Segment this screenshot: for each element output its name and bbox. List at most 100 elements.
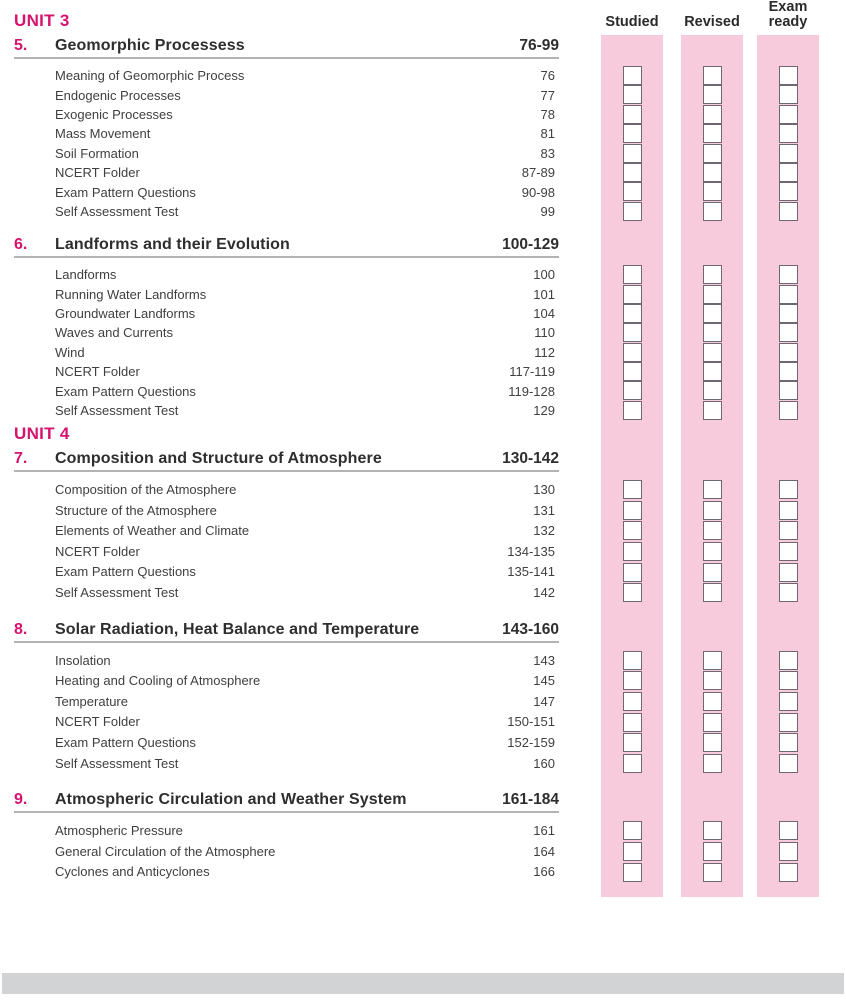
revised-checkbox[interactable] [702, 304, 722, 323]
chapter: 8. Solar Radiation, Heat Balance and Tem… [14, 621, 559, 774]
exam-ready-checkbox[interactable] [778, 501, 798, 520]
revised-checkbox[interactable] [702, 754, 722, 773]
exam-ready-checkbox[interactable] [778, 343, 798, 362]
studied-checkbox[interactable] [622, 754, 642, 773]
revised-checkbox[interactable] [702, 542, 722, 561]
studied-checkbox[interactable] [622, 501, 642, 520]
studied-checkbox[interactable] [622, 733, 642, 752]
chapter-page-range: 76-99 [519, 37, 559, 54]
revised-checkbox[interactable] [702, 480, 722, 499]
revised-checkbox[interactable] [702, 105, 722, 124]
exam-ready-checkbox[interactable] [778, 144, 798, 163]
revised-checkbox[interactable] [702, 182, 722, 201]
studied-checkbox[interactable] [622, 304, 642, 323]
revised-checkbox[interactable] [702, 381, 722, 400]
studied-checkbox[interactable] [622, 362, 642, 381]
revised-checkbox[interactable] [702, 85, 722, 104]
studied-checkbox[interactable] [622, 343, 642, 362]
revised-checkbox[interactable] [702, 343, 722, 362]
revised-checkbox[interactable] [702, 202, 722, 221]
exam-ready-checkbox[interactable] [778, 265, 798, 284]
exam-ready-checkbox[interactable] [778, 182, 798, 201]
exam-ready-checkbox[interactable] [778, 651, 798, 670]
studied-checkbox[interactable] [622, 323, 642, 342]
exam-ready-checkbox[interactable] [778, 671, 798, 690]
revised-checkbox[interactable] [702, 651, 722, 670]
exam-ready-checkbox[interactable] [778, 583, 798, 602]
revised-checkbox[interactable] [702, 842, 722, 861]
studied-checkbox[interactable] [622, 842, 642, 861]
studied-checkbox[interactable] [622, 285, 642, 304]
studied-checkbox[interactable] [622, 542, 642, 561]
studied-checkbox[interactable] [622, 124, 642, 143]
studied-checkbox[interactable] [622, 692, 642, 711]
exam-ready-checkbox[interactable] [778, 66, 798, 85]
exam-ready-checkbox[interactable] [778, 124, 798, 143]
revised-checkbox[interactable] [702, 692, 722, 711]
studied-checkbox[interactable] [622, 651, 642, 670]
studied-checkbox[interactable] [622, 671, 642, 690]
revised-checkbox[interactable] [702, 401, 722, 420]
revised-checkbox[interactable] [702, 713, 722, 732]
exam-ready-checkbox[interactable] [778, 692, 798, 711]
studied-checkbox[interactable] [622, 265, 642, 284]
revised-checkbox[interactable] [702, 323, 722, 342]
exam-ready-checkbox[interactable] [778, 863, 798, 882]
revised-checkbox[interactable] [702, 821, 722, 840]
revised-checkbox[interactable] [702, 285, 722, 304]
revised-checkbox[interactable] [702, 362, 722, 381]
studied-checkbox[interactable] [622, 163, 642, 182]
toc-entry-page: 83 [540, 145, 555, 161]
studied-checkbox[interactable] [622, 521, 642, 540]
revised-checkbox[interactable] [702, 863, 722, 882]
studied-checkbox[interactable] [622, 105, 642, 124]
studied-checkbox[interactable] [622, 66, 642, 85]
revised-checkbox[interactable] [702, 265, 722, 284]
revised-checkbox[interactable] [702, 733, 722, 752]
revised-checkbox[interactable] [702, 521, 722, 540]
exam-ready-checkbox[interactable] [778, 542, 798, 561]
exam-ready-checkbox[interactable] [778, 521, 798, 540]
studied-checkbox[interactable] [622, 821, 642, 840]
revised-checkbox[interactable] [702, 583, 722, 602]
revised-checkbox[interactable] [702, 563, 722, 582]
exam-ready-checkbox[interactable] [778, 713, 798, 732]
revised-checkbox[interactable] [702, 124, 722, 143]
exam-ready-checkbox[interactable] [778, 480, 798, 499]
studied-checkbox[interactable] [622, 583, 642, 602]
studied-checkbox[interactable] [622, 182, 642, 201]
studied-checkbox[interactable] [622, 563, 642, 582]
toc-entry-page: 81 [540, 126, 555, 142]
exam-ready-checkbox[interactable] [778, 285, 798, 304]
studied-checkbox[interactable] [622, 202, 642, 221]
studied-checkbox[interactable] [622, 381, 642, 400]
revised-checkbox[interactable] [702, 66, 722, 85]
studied-checkbox[interactable] [622, 863, 642, 882]
exam-ready-checkbox[interactable] [778, 381, 798, 400]
exam-ready-checkbox[interactable] [778, 754, 798, 773]
studied-checkbox[interactable] [622, 85, 642, 104]
exam-ready-checkbox[interactable] [778, 401, 798, 420]
studied-checkbox[interactable] [622, 144, 642, 163]
exam-ready-checkbox[interactable] [778, 202, 798, 221]
revised-checkbox[interactable] [702, 501, 722, 520]
exam-ready-checkbox[interactable] [778, 733, 798, 752]
revised-checkbox[interactable] [702, 671, 722, 690]
exam-ready-checkbox[interactable] [778, 304, 798, 323]
studied-checkbox[interactable] [622, 713, 642, 732]
exam-ready-checkbox[interactable] [778, 105, 798, 124]
studied-checkbox[interactable] [622, 401, 642, 420]
revised-checkbox[interactable] [702, 163, 722, 182]
exam-ready-checkbox[interactable] [778, 362, 798, 381]
chapter: 6. Landforms and their Evolution 100-129… [14, 236, 559, 420]
exam-ready-checkbox[interactable] [778, 163, 798, 182]
exam-ready-checkbox[interactable] [778, 85, 798, 104]
exam-ready-checkbox[interactable] [778, 842, 798, 861]
page-bottom-bar [2, 973, 844, 994]
toc-entry-title: Self Assessment Test [55, 403, 179, 419]
exam-ready-checkbox[interactable] [778, 563, 798, 582]
exam-ready-checkbox[interactable] [778, 821, 798, 840]
exam-ready-checkbox[interactable] [778, 323, 798, 342]
studied-checkbox[interactable] [622, 480, 642, 499]
revised-checkbox[interactable] [702, 144, 722, 163]
